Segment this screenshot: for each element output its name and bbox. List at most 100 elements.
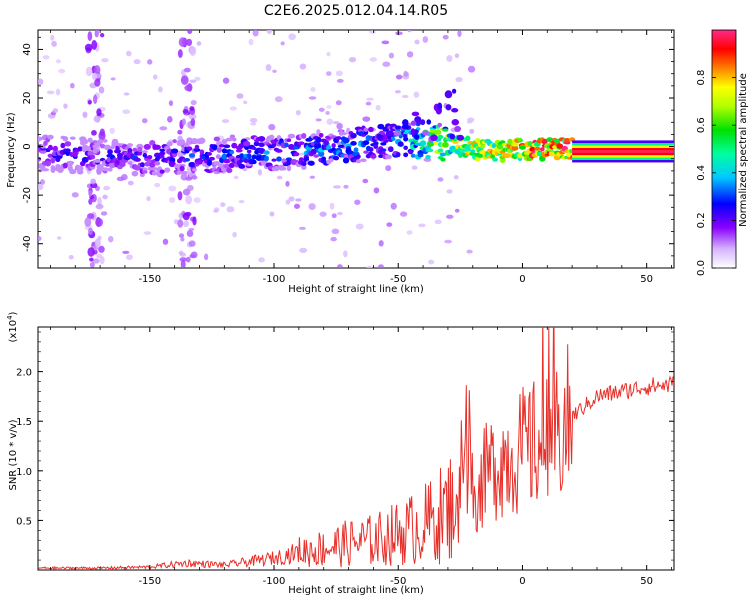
heatmap-cell [285,180,290,187]
heatmap-cell [246,149,252,154]
heatmap-cell [232,231,237,238]
heatmap-band [572,150,674,153]
heatmap-cell [115,159,120,165]
colorbar-tick-label: 0.4 [696,165,707,181]
heatmap-cell [365,101,372,106]
heatmap-cell [414,134,420,140]
heatmap-cell [194,76,201,81]
heatmap-cell [395,152,401,158]
heatmap-cell [281,167,287,171]
heatmap-cell [439,152,447,157]
heatmap-cell [326,105,332,109]
heatmap-cell [190,99,197,106]
heatmap-cell [326,51,331,57]
snr-y-label: SNR (10 * v/v) [8,419,19,490]
heatmap-cell [337,144,345,149]
heatmap-cell [402,133,408,139]
heatmap-cell [342,137,350,144]
heatmap-cell [258,257,265,263]
heatmap-cell [63,103,68,109]
heatmap-cell [437,177,444,182]
y-tick-label: 1.0 [16,467,32,478]
colorbar-tick-label: 0.6 [696,117,707,133]
heatmap-cell [263,150,270,155]
heatmap-cell [99,256,105,265]
heatmap-cell [164,167,171,173]
heatmap-cell [122,109,131,115]
heatmap-cell [455,77,463,83]
heatmap-cell [166,141,173,147]
heatmap-cell [377,264,385,268]
heatmap-cell [225,137,233,142]
heatmap-cell [268,134,275,140]
heatmap-cell [426,119,432,125]
heatmap-cell [193,148,201,152]
heatmap-cell [446,189,453,194]
heatmap-cell [397,141,404,147]
heatmap-cell [190,118,196,127]
heatmap-cell [222,77,230,84]
heatmap-cell [133,165,141,171]
heatmap-cell [47,153,54,158]
heatmap-cell [188,114,197,120]
heatmap-cell [446,54,453,62]
heatmap-cell [395,74,403,80]
snr-y-ticks: 0.5 1.0 1.5 2.0 [16,331,674,561]
heatmap-cell [269,211,275,217]
heatmap-cell [142,152,148,158]
heatmap-cell [178,37,187,47]
heatmap-cell [318,107,325,112]
heatmap-cell [158,86,163,93]
heatmap-cell [146,196,151,202]
heatmap-cell [387,146,394,153]
heatmap-cell [457,30,462,37]
heatmap-cell [180,237,185,242]
heatmap-cell [294,203,300,209]
heatmap-cell [318,133,324,138]
heatmap-cell [127,161,133,165]
heatmap-cell [121,174,128,181]
heatmap-cell [413,91,420,98]
heatmap-cell [159,154,165,159]
heatmap-cell [44,160,52,167]
heatmap-cell [518,145,527,150]
heatmap-cell [181,118,186,126]
heatmap-cell [185,256,191,263]
heatmap-cell [88,190,93,197]
heatmap-cell [370,155,377,159]
heatmap-cell [147,59,153,65]
heatmap-cell [109,127,115,134]
heatmap-cell [353,147,359,153]
heatmap-cell [378,154,384,159]
heatmap-cell [192,216,197,226]
heatmap-cell [309,175,316,179]
heatmap-cell [125,254,133,261]
heatmap-cell [401,94,409,99]
heatmap-cell [444,90,453,99]
heatmap-cell [87,150,93,156]
heatmap-cell [381,150,386,155]
heatmap-cell [295,109,301,116]
heatmap-cell [186,230,194,237]
heatmap-cell [82,138,89,145]
heatmap-cell [388,52,395,59]
heatmap-cell [329,202,335,210]
heatmap-cell [420,119,426,126]
heatmap-cell [141,118,148,124]
heatmap-cell [178,250,184,256]
heatmap-cell [82,111,88,118]
heatmap-cell [100,211,108,216]
heatmap-cell [98,245,105,253]
heatmap-cell [185,211,192,217]
x-tick-label: 0 [519,576,525,587]
y-tick-label: 2.0 [16,368,32,379]
heatmap-cell [50,165,56,171]
heatmap-cell [186,146,193,151]
heatmap-cell [442,34,449,40]
heatmap-cell [93,115,99,123]
heatmap-cell [125,50,132,57]
heatmap-cell [437,134,444,140]
heatmap-cell [410,128,416,136]
heatmap-cell [274,96,283,103]
heatmap-cell [228,162,235,169]
